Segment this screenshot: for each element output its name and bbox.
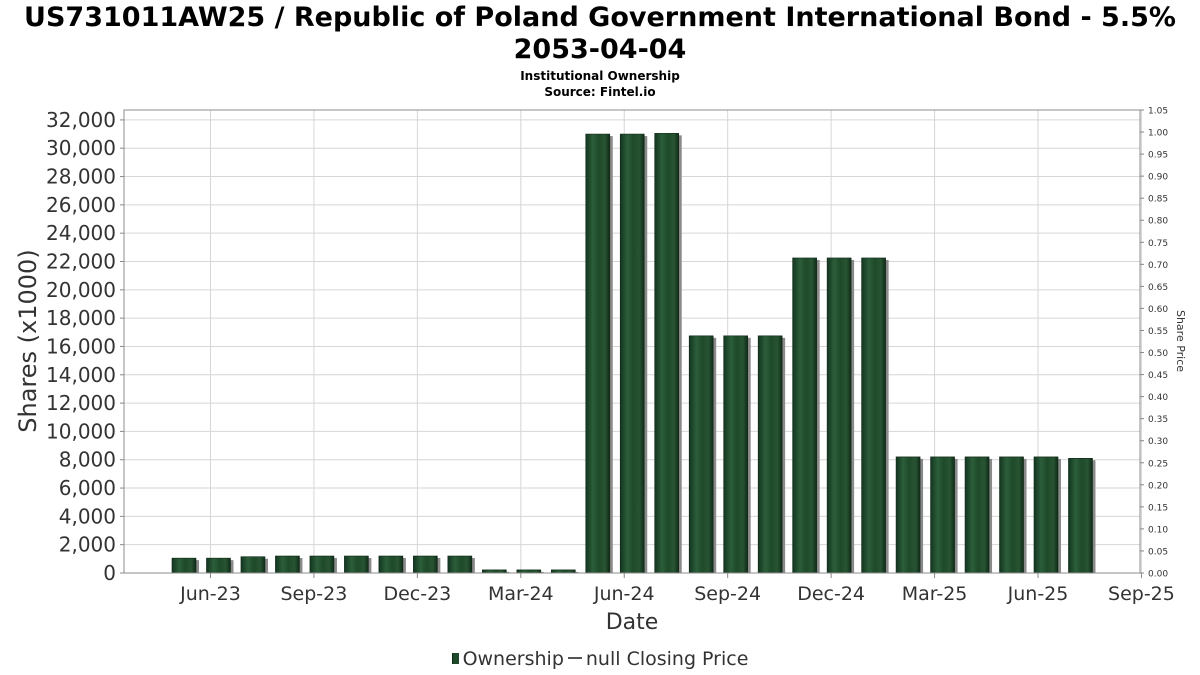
ownership-bar [895, 456, 921, 574]
y-tick-label: 2,000 [59, 533, 116, 557]
y-axis: 0 2,000 4,000 6,000 8,000 10,000 12,000 14,000 1… [46, 108, 124, 585]
y2-tick-label: 0.25 [1148, 459, 1168, 469]
y-tick-label: 22,000 [46, 250, 116, 274]
ownership-bar [723, 335, 748, 574]
ownership-bar [861, 257, 886, 574]
ownership-bar [1068, 458, 1093, 574]
chart-title: US731011AW25 / Republic of Poland Govern… [24, 2, 1176, 65]
y-tick-label: 14,000 [46, 363, 116, 387]
x-tick-label: Sep-25 [1108, 583, 1175, 605]
y-tick-label: 18,000 [46, 306, 116, 330]
y-tick-label: 0 [103, 561, 116, 585]
ownership-bar [206, 557, 231, 574]
legend-closing-price: null Closing Price [585, 648, 749, 670]
y2-tick-label: 1.05 [1148, 107, 1168, 117]
y2-axis-label: Share Price [1174, 310, 1187, 372]
ownership-bar [757, 335, 783, 574]
plot-frame [123, 109, 1141, 574]
x-tick-label: Dec-24 [797, 583, 865, 605]
y-tick-label: 16,000 [46, 334, 116, 358]
y-tick-label: 8,000 [59, 448, 116, 472]
ownership-bar [826, 257, 852, 574]
ownership-bar [344, 555, 369, 574]
ownership-bar [240, 556, 266, 574]
y-tick-label: 12,000 [46, 391, 116, 415]
x-axis: Jun-23 Sep-23 Dec-23 Mar-24 Jun-24 Sep-24 Dec-… [179, 573, 1175, 605]
y-tick-label: 30,000 [46, 136, 116, 160]
y2-tick-label: 0.75 [1148, 239, 1168, 249]
ownership-bar [688, 335, 714, 574]
chart-source: Source: Fintel.io [544, 85, 656, 99]
y2-tick-label: 0.05 [1148, 547, 1168, 557]
x-tick-label: Jun-23 [179, 583, 241, 605]
ownership-bar [275, 555, 300, 574]
x-tick-label: Dec-23 [383, 583, 451, 605]
y2-tick-label: 0.00 [1148, 570, 1168, 580]
y2-tick-label: 0.45 [1148, 371, 1168, 381]
y2-tick-label: 0.95 [1148, 151, 1168, 161]
ownership-bar [654, 133, 680, 574]
legend: Ownership null Closing Price [0, 648, 1200, 670]
y-tick-label: 6,000 [59, 476, 116, 500]
y-axis-label: Shares (x1000) [14, 249, 42, 432]
ownership-bar [999, 456, 1024, 574]
y2-tick-label: 0.35 [1148, 415, 1168, 425]
y2-axis: 0.00 0.05 0.10 0.15 0.20 0.25 0.30 0.35 0.40 0.45… [1140, 107, 1168, 580]
y2-tick-label: 1.00 [1148, 129, 1168, 139]
y-tick-label: 10,000 [46, 419, 116, 443]
x-tick-label: Jun-24 [593, 583, 655, 605]
y2-tick-label: 0.55 [1148, 327, 1168, 337]
y2-tick-label: 0.60 [1148, 305, 1168, 315]
y2-tick-label: 0.70 [1148, 261, 1168, 271]
y2-tick-label: 0.10 [1148, 525, 1168, 535]
bars [171, 133, 1096, 574]
x-axis-label: Date [606, 610, 659, 635]
ownership-bar [309, 555, 335, 574]
y2-tick-label: 0.30 [1148, 437, 1168, 447]
y2-tick-label: 0.20 [1148, 481, 1168, 491]
x-tick-label: Jun-25 [1007, 583, 1069, 605]
ownership-bar [171, 557, 197, 574]
y2-tick-label: 0.40 [1148, 393, 1168, 403]
legend-ownership: Ownership [462, 648, 564, 670]
x-tick-label: Mar-24 [488, 583, 554, 605]
ownership-bar [930, 456, 955, 574]
ownership-bar [1033, 456, 1059, 574]
x-tick-label: Sep-24 [694, 583, 761, 605]
y-tick-label: 28,000 [46, 165, 116, 189]
y-tick-label: 24,000 [46, 221, 116, 245]
x-tick-label: Mar-25 [902, 583, 968, 605]
y-tick-label: 32,000 [46, 108, 116, 132]
x-tick-label: Sep-23 [280, 583, 347, 605]
ownership-bar [619, 133, 645, 574]
y2-tick-label: 0.65 [1148, 283, 1168, 293]
ownership-swatch-icon [451, 653, 459, 664]
y-tick-label: 4,000 [59, 504, 116, 528]
ownership-bar [964, 456, 990, 574]
y2-tick-label: 0.85 [1148, 195, 1168, 205]
chart-subtitle: Institutional Ownership [520, 69, 680, 83]
ownership-bar [413, 555, 438, 574]
y2-tick-label: 0.90 [1148, 173, 1168, 183]
y2-tick-label: 0.15 [1148, 503, 1168, 513]
y-tick-label: 20,000 [46, 278, 116, 302]
ownership-bar [585, 133, 611, 574]
y2-tick-label: 0.80 [1148, 217, 1168, 227]
ownership-bar [447, 555, 473, 574]
closing-price-line-icon [567, 657, 582, 659]
y2-tick-label: 0.50 [1148, 349, 1168, 359]
y-tick-label: 26,000 [46, 193, 116, 217]
ownership-bar [792, 257, 817, 574]
ownership-bar [378, 555, 404, 574]
